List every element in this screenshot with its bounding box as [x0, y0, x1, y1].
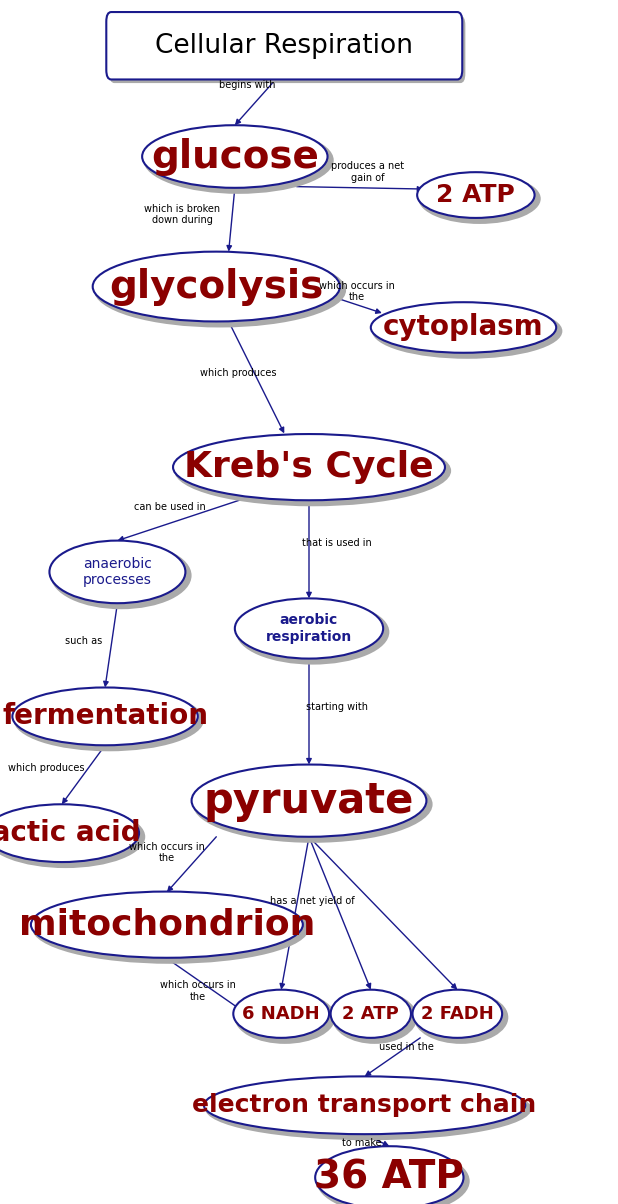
Text: mitochondrion: mitochondrion — [19, 908, 315, 942]
Text: 2 ATP: 2 ATP — [342, 1005, 399, 1022]
Ellipse shape — [142, 125, 328, 188]
Text: which occurs in
the: which occurs in the — [320, 281, 395, 302]
Text: aerobic
respiration: aerobic respiration — [266, 613, 352, 644]
Ellipse shape — [316, 1147, 470, 1204]
Ellipse shape — [193, 766, 433, 843]
Text: Kreb's Cycle: Kreb's Cycle — [184, 450, 434, 484]
Ellipse shape — [413, 990, 502, 1038]
Ellipse shape — [331, 990, 411, 1038]
FancyBboxPatch shape — [106, 12, 462, 79]
Ellipse shape — [235, 598, 383, 659]
Text: starting with: starting with — [306, 702, 368, 712]
Ellipse shape — [332, 991, 417, 1044]
Text: which occurs in
the: which occurs in the — [160, 980, 235, 1002]
Ellipse shape — [0, 805, 145, 868]
Text: used in the: used in the — [379, 1043, 434, 1052]
Ellipse shape — [31, 891, 303, 958]
Ellipse shape — [93, 252, 340, 321]
Text: fermentation: fermentation — [2, 702, 208, 731]
Text: glycolysis: glycolysis — [109, 267, 323, 306]
Text: has a net yield of: has a net yield of — [270, 896, 354, 905]
FancyBboxPatch shape — [109, 16, 465, 83]
Text: that is used in: that is used in — [302, 538, 371, 548]
Text: can be used in: can be used in — [134, 502, 206, 512]
Ellipse shape — [315, 1146, 464, 1204]
Ellipse shape — [205, 1078, 531, 1140]
Ellipse shape — [204, 1076, 525, 1134]
Text: produces a net
gain of: produces a net gain of — [331, 161, 404, 183]
Text: anaerobic
processes: anaerobic processes — [83, 556, 152, 588]
Text: Cellular Respiration: Cellular Respiration — [155, 33, 413, 59]
Ellipse shape — [236, 600, 389, 665]
Ellipse shape — [51, 542, 192, 609]
Ellipse shape — [192, 765, 426, 837]
Ellipse shape — [14, 689, 204, 751]
Ellipse shape — [173, 435, 445, 501]
Text: which occurs in
the: which occurs in the — [129, 842, 205, 863]
Text: glucose: glucose — [151, 137, 319, 176]
Ellipse shape — [0, 804, 139, 862]
Text: which produces: which produces — [200, 368, 276, 378]
Ellipse shape — [32, 892, 309, 963]
Ellipse shape — [143, 126, 334, 194]
Text: which is broken
down during: which is broken down during — [144, 203, 221, 225]
Text: to make: to make — [342, 1138, 381, 1147]
Ellipse shape — [417, 172, 535, 218]
Ellipse shape — [371, 302, 556, 353]
Text: 2 ATP: 2 ATP — [436, 183, 515, 207]
Text: begins with: begins with — [219, 81, 276, 90]
Text: which produces: which produces — [8, 763, 85, 773]
Text: 6 NADH: 6 NADH — [242, 1005, 320, 1022]
Text: 2 FADH: 2 FADH — [421, 1005, 494, 1022]
Ellipse shape — [234, 990, 329, 1038]
Text: 36 ATP: 36 ATP — [315, 1158, 464, 1197]
Ellipse shape — [418, 173, 541, 224]
Ellipse shape — [94, 253, 346, 327]
Text: electron transport chain: electron transport chain — [192, 1093, 537, 1117]
Text: pyruvate: pyruvate — [204, 780, 414, 821]
Ellipse shape — [372, 303, 562, 359]
Ellipse shape — [174, 435, 451, 507]
Ellipse shape — [49, 541, 185, 603]
Text: lactic acid: lactic acid — [0, 819, 141, 848]
Ellipse shape — [414, 991, 508, 1044]
Text: such as: such as — [65, 636, 102, 645]
Ellipse shape — [12, 687, 198, 745]
Ellipse shape — [235, 991, 336, 1044]
Text: cytoplasm: cytoplasm — [383, 313, 544, 342]
